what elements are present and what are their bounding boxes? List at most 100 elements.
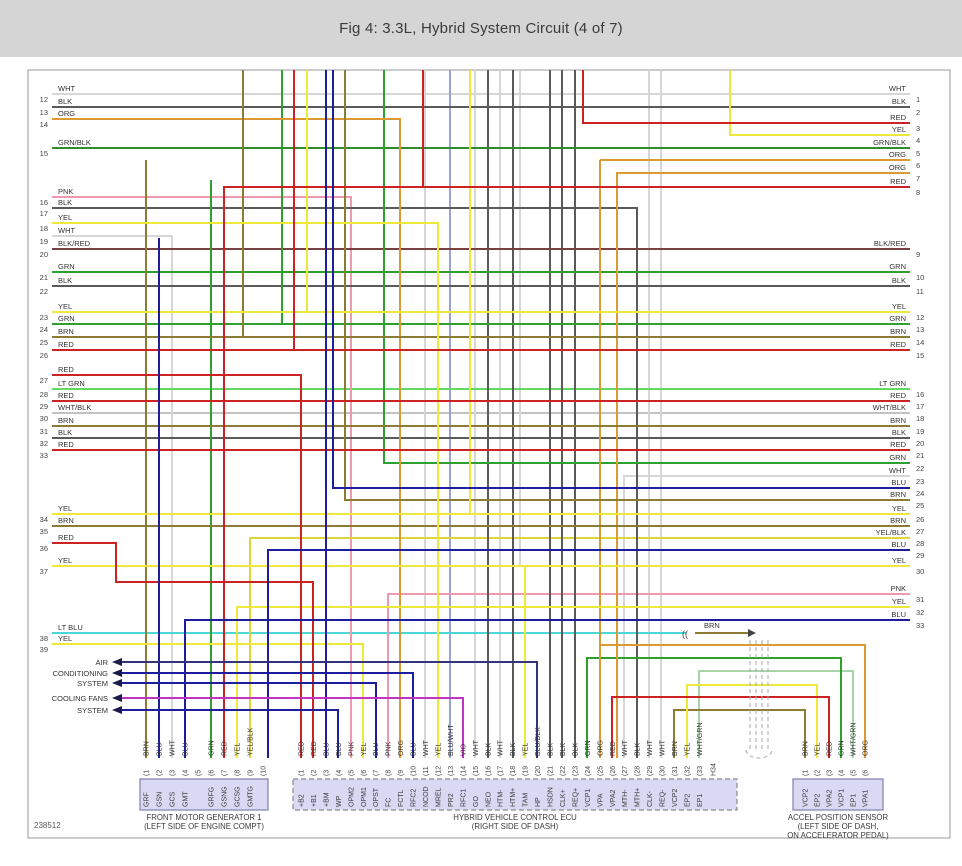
ecu-pin-number: (13 (448, 766, 455, 776)
ecu-pin-number: (5 (348, 770, 355, 776)
ecu-pin-number: (29 (647, 766, 654, 776)
right-pin-number: 3 (916, 124, 920, 133)
wire-red (582, 70, 910, 124)
fmg1-pin-number: (4 (183, 770, 190, 776)
right-pin-label: BLU (891, 540, 906, 549)
ecu-pin-wire-color: VIO (460, 743, 467, 756)
ecu-pin-number: (32 (684, 766, 691, 776)
left-pin-label: BLK/RED (58, 239, 91, 248)
ecu-pin-wire-color: WHT (498, 739, 505, 756)
right-pin-number: 21 (916, 451, 924, 460)
right-pin-label: RED (890, 340, 906, 349)
right-pin-label: RED (890, 113, 906, 122)
wire-blublk (122, 661, 538, 758)
ecu-pin-wire-color: RED (311, 741, 318, 756)
ecu-pin-signal: REQ- (660, 789, 667, 807)
wire-blu (122, 709, 339, 758)
ecu-pin-wire-color: GRN (585, 740, 592, 756)
wire-yel (52, 643, 364, 758)
right-pin-number: 9 (916, 250, 920, 259)
left-arrowhead-icon (112, 706, 122, 714)
accel-caption: ON ACCELERATOR PEDAL) (787, 831, 889, 840)
right-pin-number: 14 (916, 338, 924, 347)
right-pin-number: 31 (916, 595, 924, 604)
wire-blu (122, 682, 377, 758)
right-pin-number: 18 (916, 414, 924, 423)
ecu-pin-signal: OPST (373, 787, 380, 807)
ecu-pin-wire-color: YEL (435, 743, 442, 756)
right-pin-number: 28 (916, 539, 924, 548)
ecu-pin-signal: VPA (597, 793, 604, 807)
right-pin-number: 13 (916, 325, 924, 334)
accel-pin-number: (1 (803, 770, 810, 776)
ecu-pin-wire-color: YEL (361, 743, 368, 756)
ecu-pin-number: (10 (411, 766, 418, 776)
ecu-pin-signal: RFC2 (411, 789, 418, 807)
wire-yel (52, 222, 439, 758)
right-pin-label: GRN/BLK (873, 138, 906, 147)
fmg1-pin-wire-color: RED (222, 741, 229, 756)
fmg1-pin-signal: GSNG (222, 786, 229, 807)
right-pin-label: RED (890, 391, 906, 400)
wire-grn (586, 657, 842, 758)
left-pin-number: 14 (40, 120, 48, 129)
right-pin-label: WHT (889, 84, 906, 93)
ecu-pin-wire-color: BLK (548, 742, 555, 756)
right-pin-label: ORG (889, 150, 906, 159)
left-pin-number: 29 (40, 402, 48, 411)
left-pin-number: 22 (40, 287, 48, 296)
system-arrow-label: CONDITIONING (53, 669, 109, 678)
right-pin-label: PNK (891, 584, 906, 593)
left-arrowhead-icon (112, 694, 122, 702)
right-pin-label: BLU (891, 610, 906, 619)
ecu-pin-signal: MTH- (622, 789, 629, 807)
right-pin-number: 25 (916, 501, 924, 510)
accel-pin-signal: EP2 (815, 794, 822, 807)
left-pin-label: YEL (58, 504, 72, 513)
fmg1-pin-number: (2 (157, 770, 164, 776)
right-pin-number: 24 (916, 489, 924, 498)
accel-pin-wire-color: ORG (863, 740, 870, 756)
ecu-pin-number: (30 (660, 766, 667, 776)
left-pin-label: RED (58, 533, 74, 542)
right-pin-label: WHT/BLK (873, 403, 906, 412)
left-pin-label: RED (58, 340, 74, 349)
ecu-pin-wire-color: ORG (597, 740, 604, 756)
ecu-pin-number: (27 (622, 766, 629, 776)
left-pin-label: RED (58, 391, 74, 400)
wire-blu (184, 619, 910, 758)
left-pin-label: GRN (58, 262, 75, 271)
right-pin-label: GRN (889, 314, 906, 323)
accel-pin-number: (3 (827, 770, 834, 776)
wire-vio (122, 697, 464, 758)
wire-blu (332, 70, 910, 489)
fmg1-connector-box (139, 778, 269, 811)
ecu-pin-wire-color: BLK (560, 742, 567, 756)
left-pin-label: LT GRN (58, 379, 85, 388)
left-pin-label: LT BLU (58, 623, 83, 632)
right-pin-label: BLK (892, 428, 906, 437)
ecu-pin-number: (22 (560, 766, 567, 776)
ecu-caption: (RIGHT SIDE OF DASH) (472, 822, 559, 831)
system-arrow-label: SYSTEM (77, 706, 108, 715)
wire-pnk (52, 196, 352, 758)
right-pin-number: 26 (916, 515, 924, 524)
right-pin-number: 10 (916, 273, 924, 282)
right-pin-label: BRN (890, 327, 906, 336)
fmg1-pin-wire-color: GRN (209, 740, 216, 756)
ecu-pin-number: (20 (535, 766, 542, 776)
ecu-pin-wire-color: WHT (423, 739, 430, 756)
right-pin-label: RED (890, 177, 906, 186)
right-pin-label: GRN (889, 453, 906, 462)
left-pin-number: 28 (40, 390, 48, 399)
left-pin-label: YEL (58, 213, 72, 222)
splice-arrowhead (748, 629, 756, 637)
left-pin-number: 12 (40, 95, 48, 104)
right-pin-number: 19 (916, 427, 924, 436)
left-pin-number: 18 (40, 224, 48, 233)
ecu-pin-wire-color: PNK (386, 741, 393, 756)
left-pin-label: GRN/BLK (58, 138, 91, 147)
right-pin-label: YEL (892, 504, 906, 513)
